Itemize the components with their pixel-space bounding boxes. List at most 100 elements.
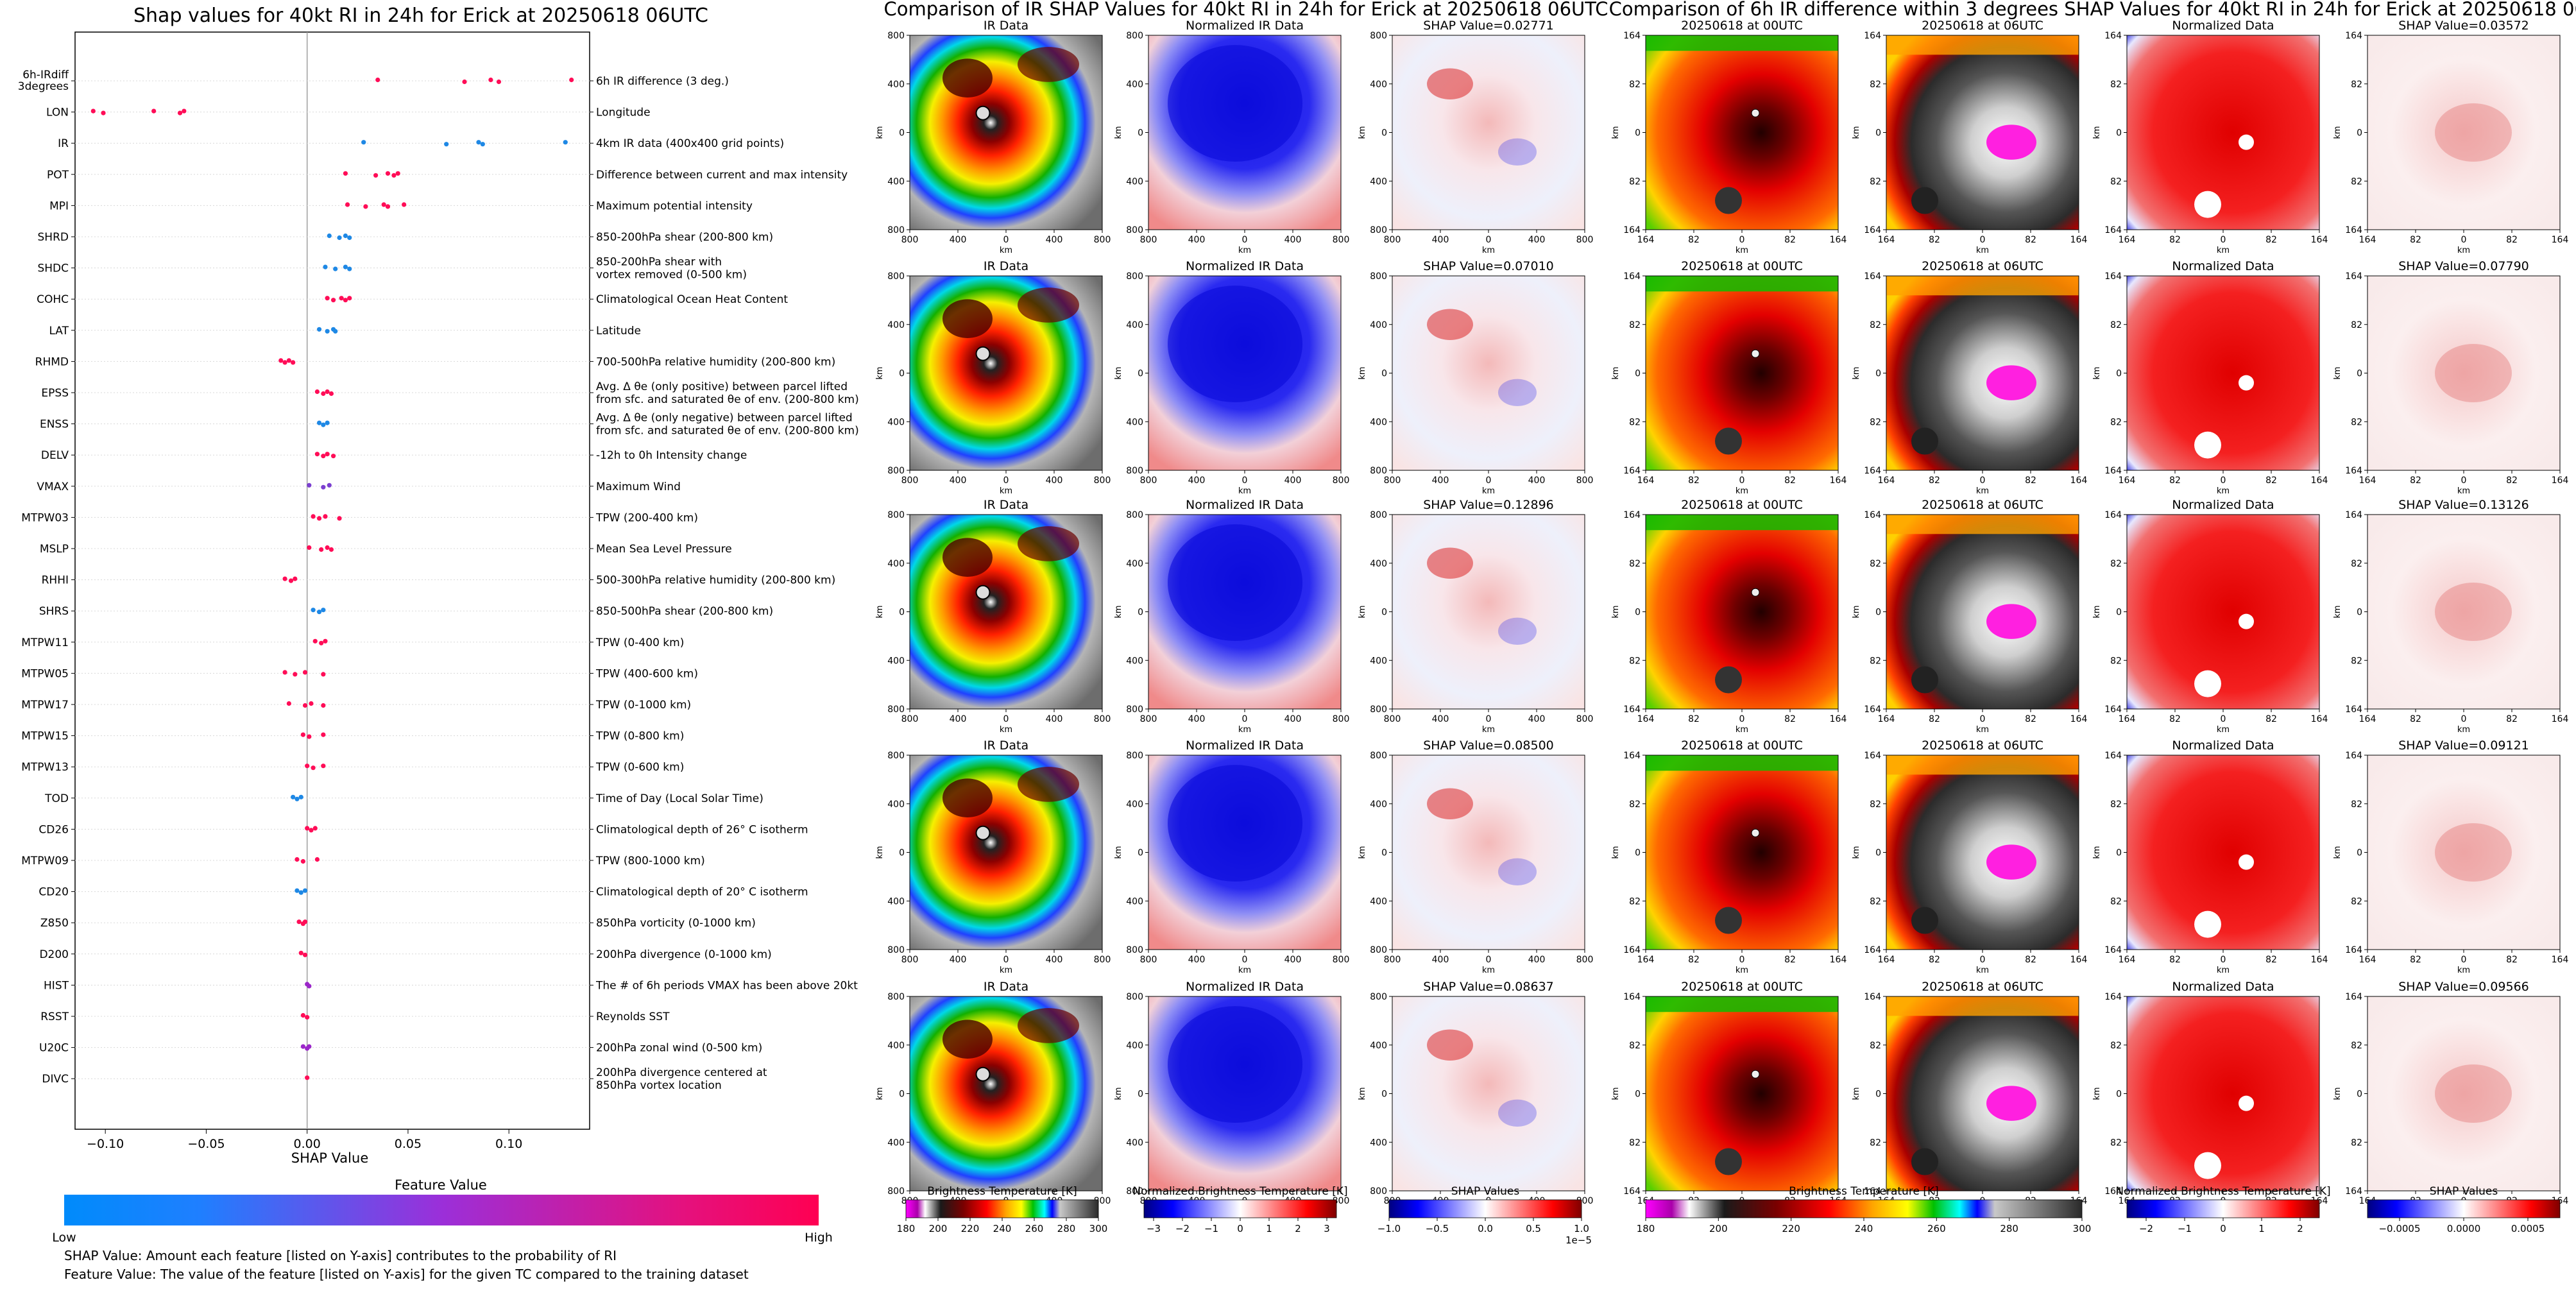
shap-point: [333, 266, 338, 271]
shap-value-title: SHAP Value=0.08500: [1423, 738, 1554, 753]
x-tick-label: 800: [1384, 955, 1401, 965]
x-tick-label: 0: [1739, 714, 1745, 724]
y-tick-label: 164: [1864, 992, 1881, 1002]
x-tick-label: 164: [2119, 235, 2136, 245]
y-axis-label: km: [2092, 366, 2102, 379]
y-tick-label: 400: [1370, 1041, 1387, 1051]
x-tick-label: 82: [2410, 235, 2421, 245]
x-tick-label: 82: [2169, 475, 2181, 486]
storm-eye-marker: [975, 1066, 991, 1082]
shap-point: [333, 329, 338, 334]
feature-desc-label: Avg. Δ θe (only positive) between parcel…: [596, 380, 848, 393]
y-axis-label: km: [1852, 126, 1861, 139]
x-tick-label: 164: [2552, 714, 2569, 724]
y-tick-label: 164: [1864, 225, 1881, 235]
feature-desc-label: TPW (800-1000 km): [595, 855, 705, 867]
center-marker: [1751, 588, 1760, 597]
y-tick-label: 800: [1370, 466, 1387, 476]
y-tick-label: 0: [2116, 848, 2122, 858]
x-axis-label: km: [2217, 966, 2230, 975]
irdiff-shap-map: [2367, 276, 2560, 470]
x-tick-label: 164: [2359, 235, 2376, 245]
y-tick-label: 82: [1629, 320, 1641, 330]
irdiff-comparison-title: Comparison of 6h IR difference within 3 …: [1609, 0, 2576, 20]
x-tick-label: 800: [1094, 955, 1111, 965]
feature-code-label: MTPW15: [21, 730, 69, 743]
feature-desc-label: Reynolds SST: [596, 1011, 670, 1023]
cloud-top-blob: [1018, 287, 1079, 323]
y-axis-label: km: [1114, 846, 1123, 858]
y-tick-label: 400: [1370, 417, 1387, 427]
y-tick-label: 800: [1126, 510, 1143, 520]
y-tick-label: 400: [1126, 799, 1143, 810]
shap-point: [293, 576, 298, 581]
x-tick-label: 400: [1284, 235, 1302, 245]
y-tick-label: 164: [2345, 1186, 2362, 1197]
y-tick-label: 800: [887, 466, 905, 476]
feature-code-label: DIVC: [42, 1073, 69, 1086]
x-axis-label: km: [1000, 725, 1012, 735]
y-axis-label: km: [1358, 846, 1367, 858]
y-tick-label: 0: [1381, 369, 1387, 379]
y-tick-label: 0: [2357, 128, 2362, 139]
irdiff-shap-map: [2367, 35, 2560, 230]
colorbar-tick-label: −1.0: [1378, 1223, 1401, 1234]
x-axis-label: km: [1482, 725, 1495, 735]
irdiff-bt-colorbar-label: Brightness Temperature [K]: [1789, 1185, 1938, 1198]
dark-eye-blob: [1715, 907, 1742, 934]
y-tick-label: 400: [1370, 559, 1387, 569]
x-axis-label: km: [1000, 246, 1012, 255]
shap-value-title: SHAP Value=0.09566: [2398, 980, 2529, 994]
x-tick-label: 82: [2265, 714, 2277, 724]
x-axis-label: km: [1976, 486, 1989, 496]
y-axis-label: km: [1358, 126, 1367, 139]
shap-point: [294, 857, 300, 862]
shap-hotspot: [1427, 788, 1473, 819]
y-tick-label: 0: [1138, 128, 1143, 139]
dark-eye-blob: [1911, 1148, 1938, 1175]
dark-eye-blob: [1911, 666, 1938, 694]
y-tick-label: 164: [2345, 945, 2362, 955]
storm-eye-marker: [975, 346, 991, 361]
x-axis-label: km: [1238, 246, 1251, 255]
y-tick-label: 0: [899, 369, 905, 379]
shap-point: [307, 734, 312, 739]
y-tick-label: 800: [1370, 510, 1387, 520]
footnote-feature-value: Feature Value: The value of the feature …: [64, 1267, 749, 1282]
shap-value-title: SHAP Value=0.13126: [2398, 498, 2529, 512]
irdiff-comparison-panel: Comparison of 6h IR difference within 3 …: [1609, 0, 2576, 1234]
feature-desc-label: Time of Day (Local Solar Time): [595, 792, 763, 805]
cold-cloud-region: [1168, 286, 1302, 402]
x-tick-label: 0: [1003, 475, 1009, 486]
x-tick-label: 400: [1432, 714, 1449, 724]
shap-point: [395, 171, 400, 176]
feature-code-label: MSLP: [40, 543, 69, 556]
x-tick-label: 82: [1784, 475, 1796, 486]
x-tick-label: 82: [2506, 235, 2518, 245]
x-axis-label: km: [1736, 246, 1748, 255]
map-column-title: Normalized IR Data: [1186, 259, 1304, 273]
colorbar-tick-label: 2: [2297, 1223, 2303, 1234]
shap-point: [381, 202, 386, 207]
shap-point: [305, 764, 310, 769]
x-axis-label: km: [1976, 725, 1989, 735]
x-tick-label: 800: [1576, 475, 1594, 486]
y-tick-label: 0: [2116, 608, 2122, 618]
colorbar-tick-label: 0.0: [1478, 1223, 1493, 1234]
y-tick-label: 0: [2357, 1089, 2362, 1100]
y-axis-label: km: [1852, 1087, 1861, 1100]
y-tick-label: 82: [2110, 176, 2122, 187]
y-tick-label: 400: [1126, 1041, 1143, 1051]
shap-point: [300, 1012, 305, 1018]
shap-point: [305, 1014, 310, 1020]
y-tick-label: 164: [2104, 751, 2122, 761]
y-tick-label: 800: [887, 945, 905, 955]
y-tick-label: 164: [1623, 31, 1641, 41]
center-marker: [1751, 828, 1760, 837]
shap-point: [391, 173, 397, 178]
shap-hotspot: [1427, 309, 1473, 340]
x-tick-label: 800: [1384, 235, 1401, 245]
y-tick-label: 82: [2351, 320, 2362, 330]
x-tick-label: 0: [2221, 475, 2226, 486]
white-spot: [2194, 431, 2221, 459]
